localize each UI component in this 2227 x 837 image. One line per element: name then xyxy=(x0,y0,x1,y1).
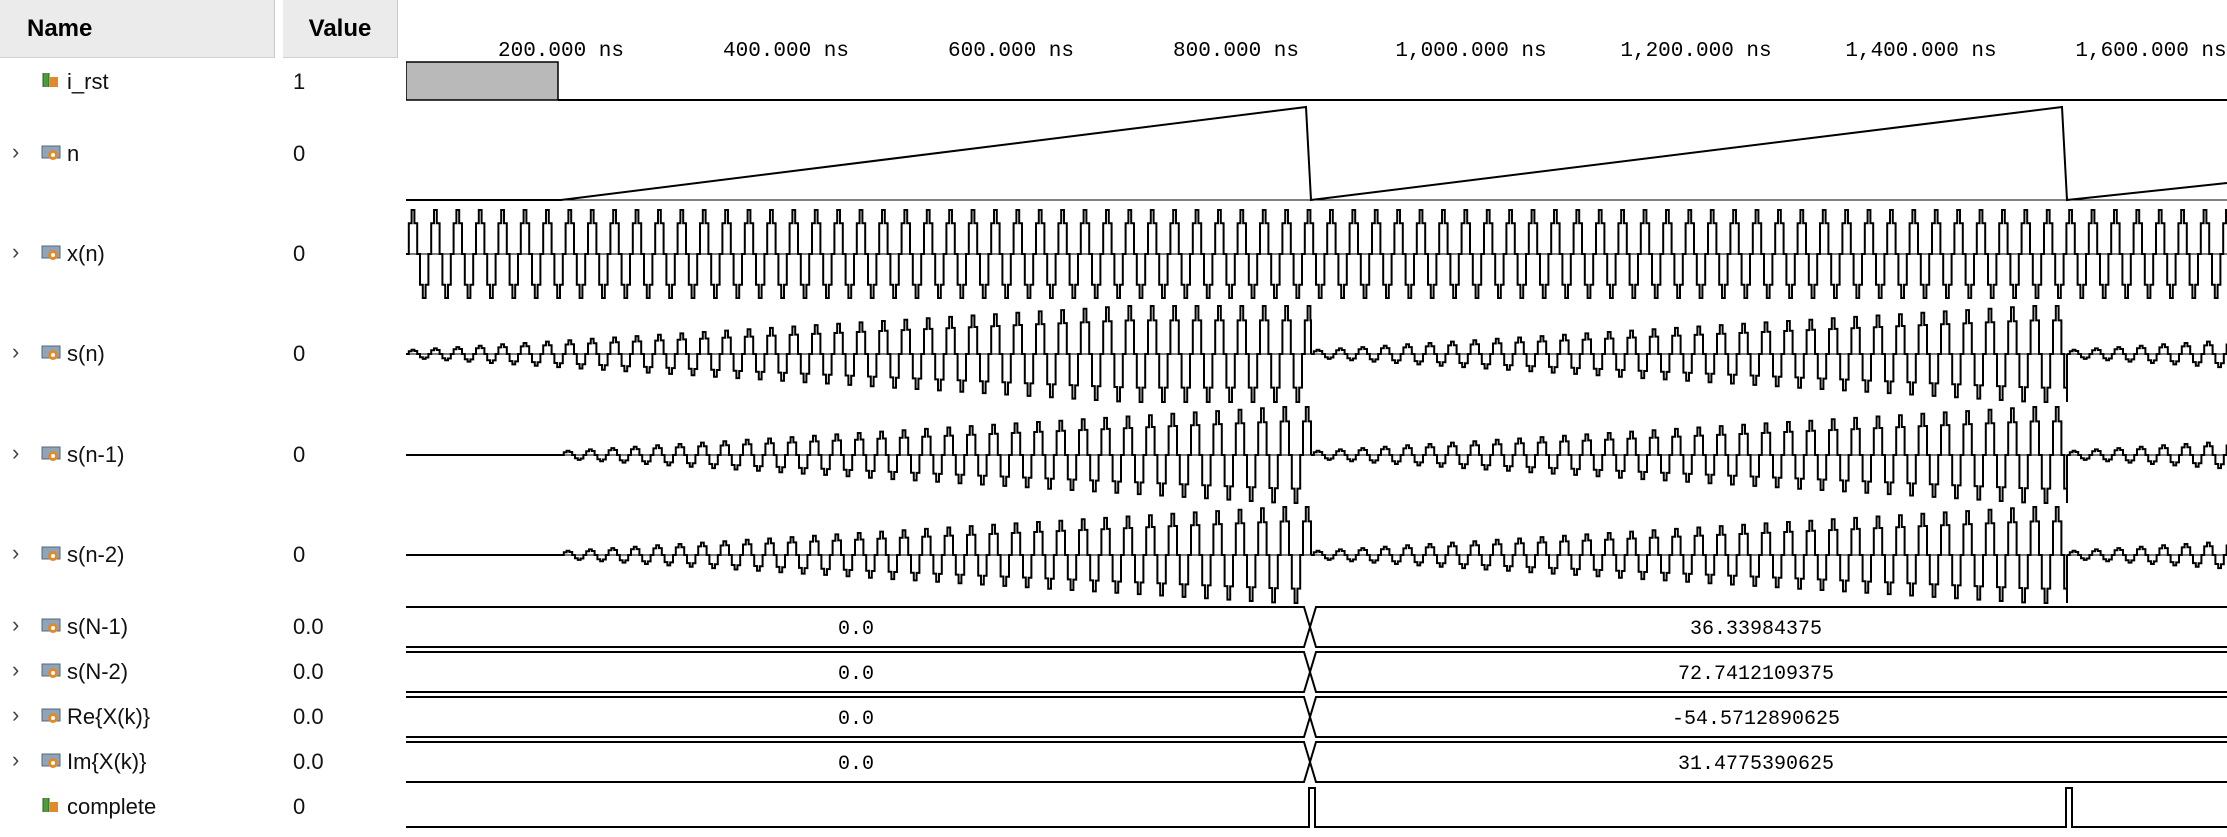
bus-signal-icon xyxy=(41,444,62,464)
bus-value-before: 0.0 xyxy=(838,663,874,686)
bus-signal-icon xyxy=(41,143,62,163)
signal-row[interactable]: › Im{X(k)} 0.0 xyxy=(0,749,406,775)
bus-value-after: 72.7412109375 xyxy=(1678,663,1834,686)
signal-name: n xyxy=(67,141,80,166)
bus-value-after: 31.4775390625 xyxy=(1678,753,1834,776)
signal-name: complete xyxy=(67,794,157,819)
time-tick-label: 200.000 ns xyxy=(498,40,624,63)
signal-row[interactable]: › s(N-2) 0.0 xyxy=(0,659,406,685)
bus-value-after: 36.33984375 xyxy=(1690,618,1822,641)
time-tick-label: 1,600.000 ns xyxy=(2075,40,2226,63)
time-tick-label: 1,000.000 ns xyxy=(1395,40,1546,63)
signal-name: s(N-1) xyxy=(67,614,129,639)
signal-name: i_rst xyxy=(67,69,109,94)
signal-row[interactable]: › s(N-1) 0.0 xyxy=(0,614,406,640)
signal-row[interactable]: › s(n-1) 0 xyxy=(0,442,406,468)
bus-wave xyxy=(406,651,2227,693)
bus-signal-icon xyxy=(41,661,62,681)
signal-name: s(n-2) xyxy=(67,542,125,567)
expand-chevron-icon[interactable]: › xyxy=(12,540,20,565)
bus-signal-icon xyxy=(41,343,62,363)
waveforms: 0.0 36.33984375 0.0 72.7412109375 0.0 -54.571… xyxy=(406,61,2227,828)
expand-chevron-icon[interactable]: › xyxy=(12,139,20,164)
bus-signal-icon xyxy=(41,706,62,726)
bit-signal-icon xyxy=(41,71,62,91)
time-tick-label: 400.000 ns xyxy=(723,40,849,63)
signal-name: s(n) xyxy=(67,341,105,366)
signal-name: x(n) xyxy=(67,241,105,266)
signal-value: 1 xyxy=(293,69,306,94)
name-header-label: Name xyxy=(27,14,93,42)
signal-value: 0.0 xyxy=(293,614,324,639)
bit-signal-icon xyxy=(41,796,62,816)
time-tick-label: 800.000 ns xyxy=(1173,40,1299,63)
signal-row[interactable]: › s(n-2) 0 xyxy=(0,542,406,568)
waveform-panel[interactable]: 200.000 ns 400.000 ns 600.000 ns 800.000 ns… xyxy=(406,0,2227,837)
signal-name: Re{X(k)} xyxy=(67,704,151,729)
signal-value: 0 xyxy=(293,241,306,266)
bus-wave xyxy=(406,696,2227,738)
signal-value: 0 xyxy=(293,794,306,819)
signal-row[interactable]: i_rst 1 xyxy=(0,69,406,95)
signal-name: s(n-1) xyxy=(67,442,125,467)
expand-chevron-icon[interactable]: › xyxy=(12,657,20,682)
time-tick-label: 1,200.000 ns xyxy=(1620,40,1771,63)
signal-value: 0 xyxy=(293,141,306,166)
time-ruler: 200.000 ns 400.000 ns 600.000 ns 800.000 ns… xyxy=(498,40,2227,63)
bus-signal-icon xyxy=(41,243,62,263)
signal-value: 0.0 xyxy=(293,659,324,684)
bus-value-before: 0.0 xyxy=(838,708,874,731)
waveform-canvas[interactable]: 200.000 ns 400.000 ns 600.000 ns 800.000 ns… xyxy=(406,0,2227,837)
expand-chevron-icon[interactable]: › xyxy=(12,339,20,364)
bus-value-after: -54.5712890625 xyxy=(1672,708,1840,731)
time-tick-label: 600.000 ns xyxy=(948,40,1074,63)
expand-chevron-icon[interactable]: › xyxy=(12,747,20,772)
name-column-header[interactable]: Name xyxy=(0,0,275,58)
bus-wave xyxy=(406,741,2227,783)
expand-chevron-icon[interactable]: › xyxy=(12,702,20,727)
signal-value: 0.0 xyxy=(293,749,324,774)
expand-chevron-icon[interactable]: › xyxy=(12,440,20,465)
bus-wave xyxy=(406,606,2227,648)
value-column-header[interactable]: Value xyxy=(283,0,398,58)
signal-value: 0 xyxy=(293,442,306,467)
complete-wave xyxy=(406,787,2227,828)
bus-signal-icon xyxy=(41,544,62,564)
signal-row[interactable]: › Re{X(k)} 0.0 xyxy=(0,704,406,730)
bus-value-before: 0.0 xyxy=(838,618,874,641)
signal-name: s(N-2) xyxy=(67,659,129,684)
signal-value: 0 xyxy=(293,341,306,366)
signal-row[interactable]: › n 0 xyxy=(0,141,406,167)
value-header-label: Value xyxy=(308,14,372,42)
signal-row[interactable]: complete 0 xyxy=(0,794,406,820)
bus-signal-icon xyxy=(41,751,62,771)
signal-row[interactable]: › s(n) 0 xyxy=(0,341,406,367)
expand-chevron-icon[interactable]: › xyxy=(12,239,20,264)
bus-signal-icon xyxy=(41,616,62,636)
signal-name: Im{X(k)} xyxy=(67,749,147,774)
sn-wave xyxy=(406,305,2227,403)
expand-chevron-icon[interactable]: › xyxy=(12,612,20,637)
time-tick-label: 1,400.000 ns xyxy=(1845,40,1996,63)
signal-row[interactable]: › x(n) 0 xyxy=(0,241,406,267)
signal-value: 0.0 xyxy=(293,704,324,729)
rst-high-segment xyxy=(406,61,559,101)
signal-value: 0 xyxy=(293,542,306,567)
bus-value-before: 0.0 xyxy=(838,753,874,776)
n-wave xyxy=(406,105,2227,202)
